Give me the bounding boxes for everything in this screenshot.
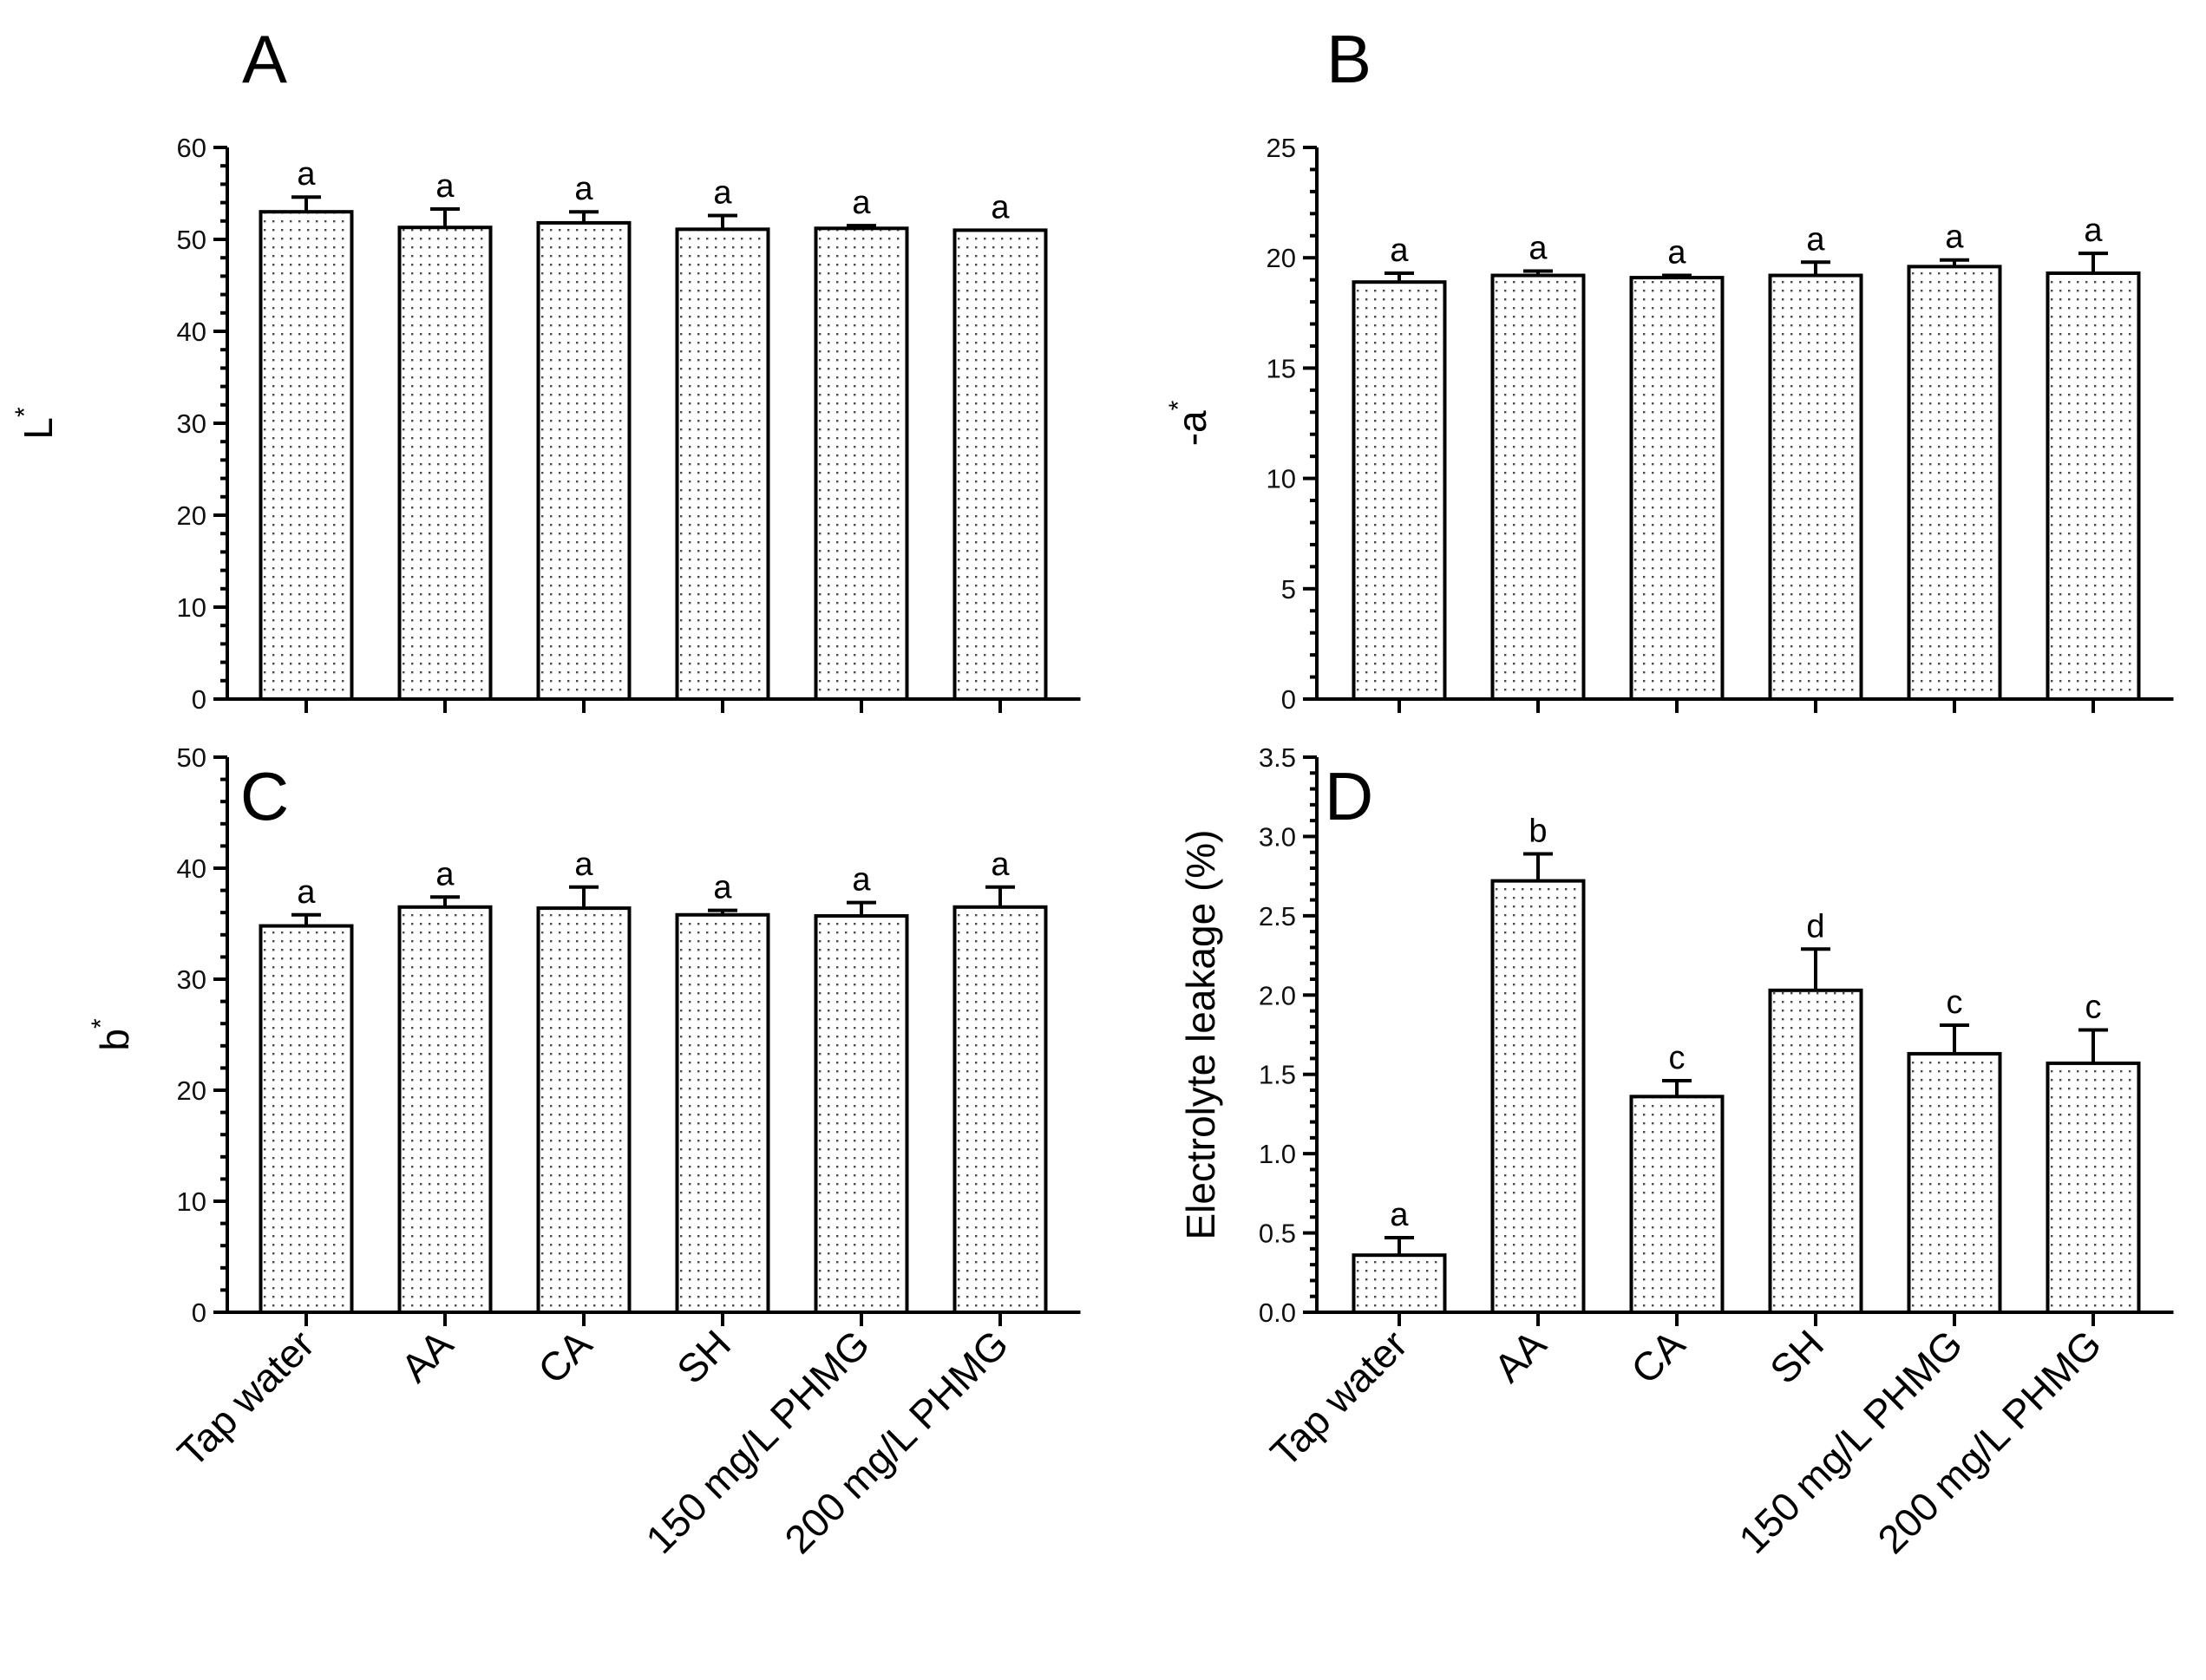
y-tick-label: 0 xyxy=(192,684,206,715)
y-tick-label: 40 xyxy=(177,853,206,884)
significance-letter: a xyxy=(1528,230,1548,266)
y-tick-label: 40 xyxy=(177,317,206,347)
bar-c-4 xyxy=(814,914,909,1315)
significance-letter: a xyxy=(852,862,871,899)
bar-b-4 xyxy=(1907,265,2002,701)
y-tick-label: 3.0 xyxy=(1259,821,1296,852)
y-tick-label: 30 xyxy=(177,409,206,439)
category-label: AA xyxy=(392,1321,461,1390)
y-tick-label: 60 xyxy=(177,133,206,163)
panel-label: D xyxy=(1325,758,1373,834)
panel-label: B xyxy=(1326,21,1371,97)
y-tick-label: 1.5 xyxy=(1259,1060,1296,1090)
y-tick-label: 20 xyxy=(1267,243,1296,273)
significance-letter: a xyxy=(435,856,455,892)
significance-letter: c xyxy=(2085,990,2102,1026)
y-tick-label: 5 xyxy=(1281,574,1296,605)
y-tick-label: 10 xyxy=(1267,464,1296,494)
y-axis-label: L* xyxy=(10,407,61,440)
y-axis-label: b* xyxy=(87,1018,137,1051)
y-tick-label: 10 xyxy=(177,592,206,623)
chart-panel-b: B 0 5 10 15 20 25 -a* a a a a a a xyxy=(1164,21,2174,715)
significance-letter: a xyxy=(1945,219,1964,256)
y-tick-label: 0.5 xyxy=(1259,1219,1296,1249)
significance-letter: a xyxy=(713,174,732,211)
significance-letter: a xyxy=(852,185,871,221)
bar-c-3 xyxy=(675,912,770,1314)
bar-b-3 xyxy=(1768,273,1863,701)
bar-d-1 xyxy=(1490,879,1586,1315)
category-label: Tap water xyxy=(1261,1321,1416,1475)
bar-b-2 xyxy=(1629,276,1725,701)
significance-letter: a xyxy=(297,874,316,911)
y-axis-label: -a* xyxy=(1164,400,1214,446)
significance-letter: a xyxy=(991,189,1010,226)
bar-c-5 xyxy=(952,905,1048,1315)
y-tick-label: 10 xyxy=(177,1186,206,1217)
y-tick-label: 25 xyxy=(1267,133,1296,163)
significance-letter: a xyxy=(435,168,455,205)
significance-letter: a xyxy=(297,156,316,193)
bar-a-1 xyxy=(397,226,493,702)
category-label: CA xyxy=(529,1321,600,1392)
y-tick-label: 20 xyxy=(177,500,206,531)
bar-d-4 xyxy=(1907,1051,2002,1314)
bar-b-5 xyxy=(2046,271,2141,701)
panel-label: C xyxy=(240,758,289,834)
significance-letter: a xyxy=(1806,221,1825,258)
significance-letter: c xyxy=(1947,984,1963,1021)
bar-a-3 xyxy=(675,227,770,701)
significance-letter: a xyxy=(574,171,593,207)
category-label: CA xyxy=(1622,1321,1693,1392)
bar-a-2 xyxy=(536,220,632,702)
significance-letter: a xyxy=(1667,235,1686,271)
charts-layer: A 0 10 20 30 40 50 60 L* a a a a a a B 0 5 10 15 20 25 -a* a a a a… xyxy=(10,21,2174,1562)
y-tick-label: 2.0 xyxy=(1259,980,1296,1010)
bar-d-2 xyxy=(1629,1095,1725,1315)
bar-a-0 xyxy=(259,210,354,701)
panel-label: A xyxy=(242,21,287,97)
significance-letter: a xyxy=(991,847,1010,883)
category-label: SH xyxy=(1761,1321,1832,1392)
significance-letter: b xyxy=(1528,814,1547,850)
bar-d-5 xyxy=(2046,1061,2141,1315)
y-axis-label: Electrolyte leakage (%) xyxy=(1178,830,1223,1240)
significance-letter: a xyxy=(1390,1197,1409,1233)
bar-c-2 xyxy=(536,906,632,1314)
significance-letter: a xyxy=(574,847,593,883)
category-label: SH xyxy=(668,1321,739,1392)
chart-panel-d: D 0.0 0.5 1.0 1.5 2.0 2.5 3.0 3.5 Electrolyte lea… xyxy=(1178,742,2174,1562)
significance-letter: a xyxy=(1390,232,1409,269)
y-tick-label: 30 xyxy=(177,964,206,995)
bar-c-1 xyxy=(397,905,493,1315)
significance-letter: d xyxy=(1806,908,1824,945)
bar-a-4 xyxy=(814,226,909,701)
y-tick-label: 50 xyxy=(177,225,206,255)
y-tick-label: 15 xyxy=(1267,353,1296,383)
significance-letter: a xyxy=(2084,212,2103,249)
bar-c-0 xyxy=(259,924,354,1315)
y-tick-label: 0 xyxy=(1281,684,1296,715)
bar-d-3 xyxy=(1768,988,1863,1315)
category-label: Tap water xyxy=(168,1321,323,1475)
significance-letter: a xyxy=(713,870,732,906)
bar-b-0 xyxy=(1352,280,1447,701)
significance-letter: c xyxy=(1669,1040,1686,1076)
category-label: AA xyxy=(1485,1321,1555,1390)
y-tick-label: 3.5 xyxy=(1259,742,1296,773)
chart-panel-a: A 0 10 20 30 40 50 60 L* a a a a a a xyxy=(10,21,1081,715)
y-tick-label: 2.5 xyxy=(1259,901,1296,932)
y-tick-label: 0 xyxy=(192,1298,206,1328)
y-tick-label: 20 xyxy=(177,1075,206,1106)
y-tick-label: 0.0 xyxy=(1259,1298,1296,1328)
y-tick-label: 1.0 xyxy=(1259,1139,1296,1169)
y-tick-label: 50 xyxy=(177,742,206,773)
bar-b-1 xyxy=(1490,273,1586,701)
bar-d-0 xyxy=(1352,1253,1447,1314)
bar-a-5 xyxy=(952,228,1048,701)
